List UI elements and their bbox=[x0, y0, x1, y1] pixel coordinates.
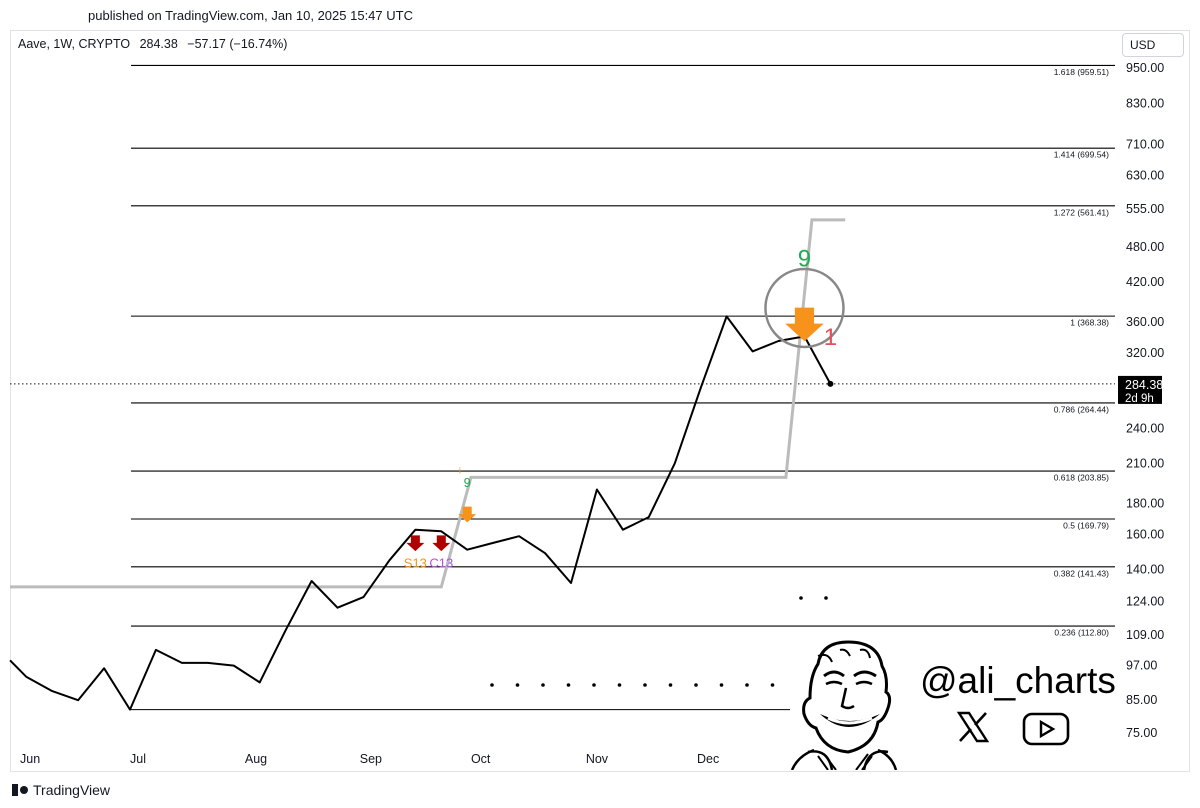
x-tick-label: Jul bbox=[130, 752, 146, 766]
fib-level-label: 0.618 (203.85) bbox=[1054, 473, 1109, 483]
fib-level-label: 1.618 (959.51) bbox=[1054, 67, 1109, 77]
y-tick-label: 630.00 bbox=[1126, 169, 1164, 183]
fib-level-label: 0.236 (112.80) bbox=[1054, 628, 1109, 638]
y-tick-label: 75.00 bbox=[1126, 726, 1157, 740]
down-arrow-marker bbox=[406, 535, 425, 552]
watermark-dot bbox=[799, 596, 803, 600]
price-series-line bbox=[9, 315, 832, 711]
y-tick-label: 360.00 bbox=[1126, 315, 1164, 329]
y-tick-label: 109.00 bbox=[1126, 628, 1164, 642]
x-tick-label: Sep bbox=[360, 752, 382, 766]
tradingview-logo-icon bbox=[12, 784, 28, 796]
y-tick-label: 85.00 bbox=[1126, 693, 1157, 707]
watermark-dot bbox=[617, 683, 622, 687]
watermark-dot bbox=[694, 683, 698, 687]
watermark-dot bbox=[566, 683, 571, 687]
x-tick-label: Nov bbox=[586, 752, 609, 766]
cartoon-face-avatar-icon bbox=[790, 640, 898, 770]
y-tick-label: 830.00 bbox=[1126, 96, 1164, 110]
step-series-line bbox=[10, 218, 846, 589]
watermark-dot bbox=[770, 683, 775, 687]
currency-selector[interactable]: USD bbox=[1122, 33, 1184, 57]
highlight-circle bbox=[764, 267, 845, 349]
x-tick-label: Dec bbox=[697, 752, 719, 766]
fib-level-label: 0.786 (264.44) bbox=[1054, 404, 1109, 414]
legend-symbol: Aave, 1W, CRYPTO bbox=[18, 37, 131, 51]
watermark-dot bbox=[643, 683, 647, 687]
y-tick-label: 97.00 bbox=[1126, 659, 1157, 673]
y-tick-label: 555.00 bbox=[1126, 202, 1164, 216]
current-price-countdown: 2d 9h bbox=[1125, 393, 1154, 405]
tradingview-brand[interactable]: TradingView bbox=[12, 782, 110, 798]
td-annotation-label: 9 bbox=[798, 246, 811, 273]
x-tick-label: Aug bbox=[245, 752, 267, 766]
watermark-dot bbox=[745, 683, 749, 687]
y-tick-label: 950.00 bbox=[1126, 61, 1164, 75]
td-annotation-label: C13 bbox=[429, 556, 453, 571]
td-annotation-label: 1 bbox=[824, 324, 837, 351]
down-arrow-marker bbox=[785, 307, 824, 342]
x-tick-label: Jun bbox=[20, 752, 40, 766]
y-tick-label: 180.00 bbox=[1126, 497, 1164, 511]
published-caption: published on TradingView.com, Jan 10, 20… bbox=[88, 8, 413, 23]
watermark-dot bbox=[668, 683, 673, 687]
fib-level-label: 0.5 (169.79) bbox=[1063, 520, 1109, 530]
y-tick-label: 210.00 bbox=[1126, 456, 1164, 470]
fib-level-label: 0.382 (141.43) bbox=[1054, 568, 1109, 578]
td-annotation-label: S13 bbox=[404, 556, 427, 571]
watermark-dot bbox=[541, 683, 545, 687]
legend-change: −57.17 (−16.74%) bbox=[187, 37, 288, 51]
watermark-dot bbox=[592, 683, 596, 687]
down-arrow-marker bbox=[458, 506, 477, 523]
y-tick-label: 320.00 bbox=[1126, 346, 1164, 360]
watermark-dot bbox=[824, 596, 828, 600]
current-price-value: 284.38 bbox=[1125, 378, 1163, 392]
watermark-handle: @ali_charts bbox=[920, 660, 1116, 701]
y-tick-label: 160.00 bbox=[1126, 528, 1164, 542]
watermark-dot bbox=[515, 683, 520, 687]
y-tick-label: 240.00 bbox=[1126, 421, 1164, 435]
watermark-dot bbox=[490, 683, 494, 687]
fib-level-label: 1.414 (699.54) bbox=[1054, 150, 1109, 160]
down-arrow-marker bbox=[432, 535, 451, 552]
y-tick-label: 124.00 bbox=[1126, 594, 1164, 608]
fib-level-label: 1.272 (561.41) bbox=[1054, 207, 1109, 217]
y-tick-label: 480.00 bbox=[1126, 240, 1164, 254]
td-annotation-label: i bbox=[459, 465, 461, 475]
watermark-dot bbox=[719, 683, 724, 687]
youtube-icon bbox=[1022, 712, 1070, 746]
tradingview-brand-label: TradingView bbox=[33, 782, 111, 798]
y-tick-label: 420.00 bbox=[1126, 275, 1164, 289]
y-tick-label: 710.00 bbox=[1126, 137, 1164, 151]
last-price-point bbox=[827, 380, 834, 387]
fib-level-label: 1 (368.38) bbox=[1070, 318, 1109, 328]
chart-frame bbox=[10, 30, 1190, 772]
symbol-legend: Aave, 1W, CRYPTO 284.38 −57.17 (−16.74%) bbox=[18, 37, 293, 51]
x-logo-icon bbox=[956, 711, 990, 743]
x-tick-label: Oct bbox=[471, 752, 491, 766]
y-tick-label: 140.00 bbox=[1126, 563, 1164, 577]
legend-price: 284.38 bbox=[139, 37, 178, 51]
td-annotation-label: 9 bbox=[464, 475, 471, 490]
current-price-tag bbox=[1118, 375, 1162, 404]
